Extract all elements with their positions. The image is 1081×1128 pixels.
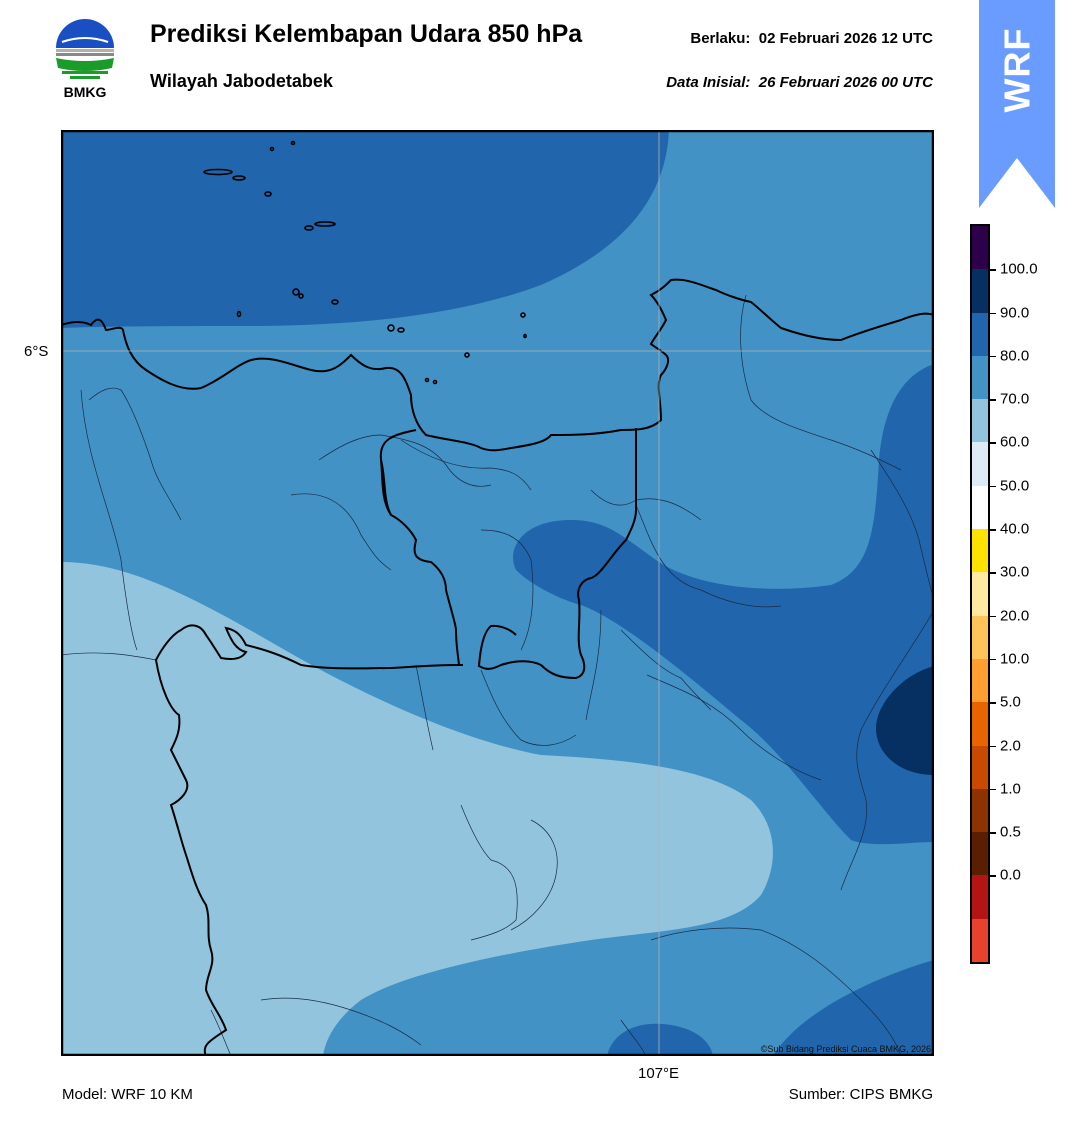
lat-label: 6°S: [24, 343, 49, 360]
colorbar-tick: [990, 442, 996, 444]
colorbar-label: 80.0: [1000, 347, 1030, 365]
colorbar-label: 40.0: [1000, 520, 1030, 538]
colorbar-tick: [990, 485, 996, 488]
source-label: Sumber: CIPS BMKG: [788, 1086, 933, 1103]
colorbar-segment: [972, 788, 988, 833]
colorbar-label: 5.0: [1000, 693, 1021, 711]
colorbar-tick: [990, 832, 996, 834]
colorbar-tick: [990, 269, 996, 271]
fill-80-90-east: [513, 364, 934, 845]
colorbar-segment: [972, 442, 988, 487]
init-value: 26 Februari 2026 00 UTC: [758, 74, 933, 91]
colorbar-segment: [972, 572, 988, 617]
colorbar-label: 2.0: [1000, 737, 1021, 755]
colorbar-tick: [990, 572, 996, 574]
copyright-text: ©Sub Bidang Prediksi Cuaca BMKG, 2026: [760, 1044, 931, 1054]
colorbar-label: 20.0: [1000, 607, 1030, 625]
colorbar-label: 30.0: [1000, 563, 1030, 581]
colorbar-segment: [972, 399, 988, 443]
colorbar-label: 50.0: [1000, 477, 1030, 495]
colorbar: [970, 224, 990, 964]
colorbar-segment: [972, 485, 988, 530]
fill-90-100: [876, 666, 934, 775]
fill-60-70: [61, 562, 773, 1056]
colorbar-segment: [972, 226, 988, 270]
colorbar-segment: [972, 355, 988, 400]
colorbar-segment: [972, 745, 988, 790]
colorbar-tick: [990, 399, 996, 401]
colorbar-segment: [972, 875, 988, 920]
valid-value: 02 Februari 2026 12 UTC: [758, 30, 933, 47]
colorbar-segment: [972, 615, 988, 660]
colorbar-label: 90.0: [1000, 304, 1030, 322]
wrf-badge-shape: [979, 0, 1055, 208]
colorbar-label: 1.0: [1000, 780, 1021, 798]
colorbar-segment: [972, 702, 988, 747]
colorbar-tick: [990, 875, 996, 877]
wrf-badge-text: WRF: [996, 27, 1037, 113]
fill-80-90-southeast: [773, 960, 934, 1056]
model-label: Model: WRF 10 KM: [62, 1086, 193, 1103]
page-title: Prediksi Kelembapan Udara 850 hPa: [150, 20, 583, 48]
wrf-badge: WRF: [979, 0, 1055, 208]
admin-boundaries: [60, 294, 935, 1057]
coastline: [60, 278, 935, 1057]
colorbar-label: 0.5: [1000, 823, 1021, 841]
colorbar-tick: [990, 788, 996, 791]
valid-label: Berlaku:: [690, 30, 751, 47]
colorbar-tick: [990, 312, 996, 315]
colorbar-tick: [990, 702, 996, 704]
colorbar-label: 70.0: [1000, 390, 1030, 408]
valid-time: Berlaku: 02 Februari 2026 12 UTC: [690, 30, 933, 47]
logo-text: BMKG: [63, 84, 107, 100]
colorbar-tick: [990, 615, 996, 618]
colorbar-tick: [990, 745, 996, 748]
colorbar-tick: [990, 529, 996, 531]
map-frame: [60, 129, 935, 1057]
colorbar-segment: [972, 918, 988, 963]
init-time: Data Inisial: 26 Februari 2026 00 UTC: [666, 74, 933, 91]
colorbar-segment: [972, 312, 988, 357]
humidity-map: [60, 129, 935, 1057]
fill-80-90-north: [61, 130, 669, 328]
region-subtitle: Wilayah Jabodetabek: [150, 71, 333, 91]
colorbar-label: 10.0: [1000, 650, 1030, 668]
colorbar-label: 100.0: [1000, 260, 1038, 278]
islands: [203, 140, 527, 385]
colorbar-segment: [972, 658, 988, 703]
colorbar-tick: [990, 658, 996, 661]
colorbar-segment: [972, 832, 988, 876]
fill-80-90-south: [607, 1023, 713, 1056]
map-svg: [60, 129, 935, 1057]
bmkg-logo-icon: [56, 19, 114, 79]
colorbar-label: 60.0: [1000, 433, 1030, 451]
colorbar-segment: [972, 529, 988, 573]
colorbar-segment: [972, 269, 988, 314]
colorbar-tick: [990, 355, 996, 358]
lon-label: 107°E: [638, 1065, 680, 1082]
bmkg-logo: BMKG: [52, 18, 118, 102]
colorbar-label: 0.0: [1000, 866, 1021, 884]
init-label: Data Inisial:: [666, 74, 751, 91]
